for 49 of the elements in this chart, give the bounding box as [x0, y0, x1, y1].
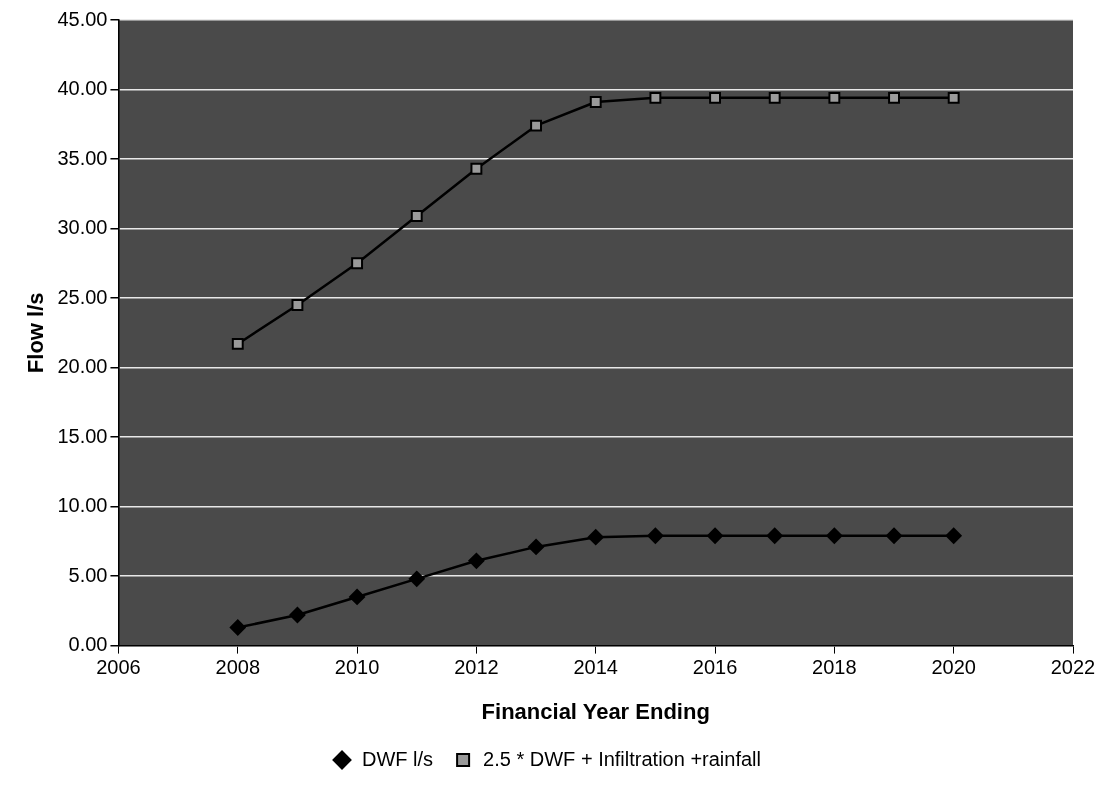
y-tick-label: 15.00: [57, 424, 108, 447]
y-tick-label: 10.00: [57, 494, 108, 517]
point: [647, 527, 664, 544]
point: [349, 588, 366, 605]
x-tick-label: 2022: [1050, 656, 1096, 679]
y-tick-label: 0.00: [68, 633, 108, 656]
point: [587, 529, 604, 546]
point: [410, 210, 423, 222]
point: [229, 619, 246, 636]
point: [408, 570, 425, 587]
y-tick-label: 35.00: [57, 146, 108, 169]
point: [766, 527, 783, 544]
x-tick-label: 2006: [96, 656, 141, 679]
point: [351, 257, 364, 270]
x-tick-label: 2008: [215, 656, 261, 679]
x-tick-label: 2012: [454, 656, 499, 679]
point: [530, 119, 543, 132]
point: [289, 607, 306, 624]
y-tick-label: 30.00: [57, 216, 108, 239]
x-tick-label: 2010: [334, 656, 380, 679]
x-tick-label: 2014: [573, 656, 618, 679]
point: [470, 162, 483, 175]
point: [231, 337, 244, 350]
point: [947, 91, 960, 104]
point: [828, 91, 841, 104]
y-tick-label: 5.00: [68, 563, 108, 586]
legend-label: DWF l/s: [362, 747, 434, 770]
legend-label: 2.5 * DWF + Infiltration +rainfall: [483, 747, 761, 770]
point: [709, 91, 721, 104]
y-tick-label: 45.00: [57, 7, 108, 30]
x-tick-label: 2020: [931, 656, 976, 679]
point: [468, 552, 485, 569]
point: [589, 96, 602, 108]
point: [886, 527, 903, 544]
y-tick-label: 20.00: [57, 355, 108, 378]
point: [291, 299, 304, 311]
point: [649, 91, 662, 104]
y-axis-title: Flow l/s: [23, 292, 49, 374]
point: [768, 91, 781, 104]
x-axis-title: Financial Year Ending: [481, 698, 710, 724]
x-tick-label: 2016: [692, 656, 738, 679]
point: [707, 527, 724, 544]
x-tick-label: 2018: [812, 656, 857, 679]
point: [826, 527, 843, 544]
point: [945, 527, 962, 544]
y-tick-label: 40.00: [57, 77, 108, 100]
point: [528, 538, 545, 555]
point: [888, 91, 900, 104]
y-tick-label: 25.00: [57, 285, 108, 308]
